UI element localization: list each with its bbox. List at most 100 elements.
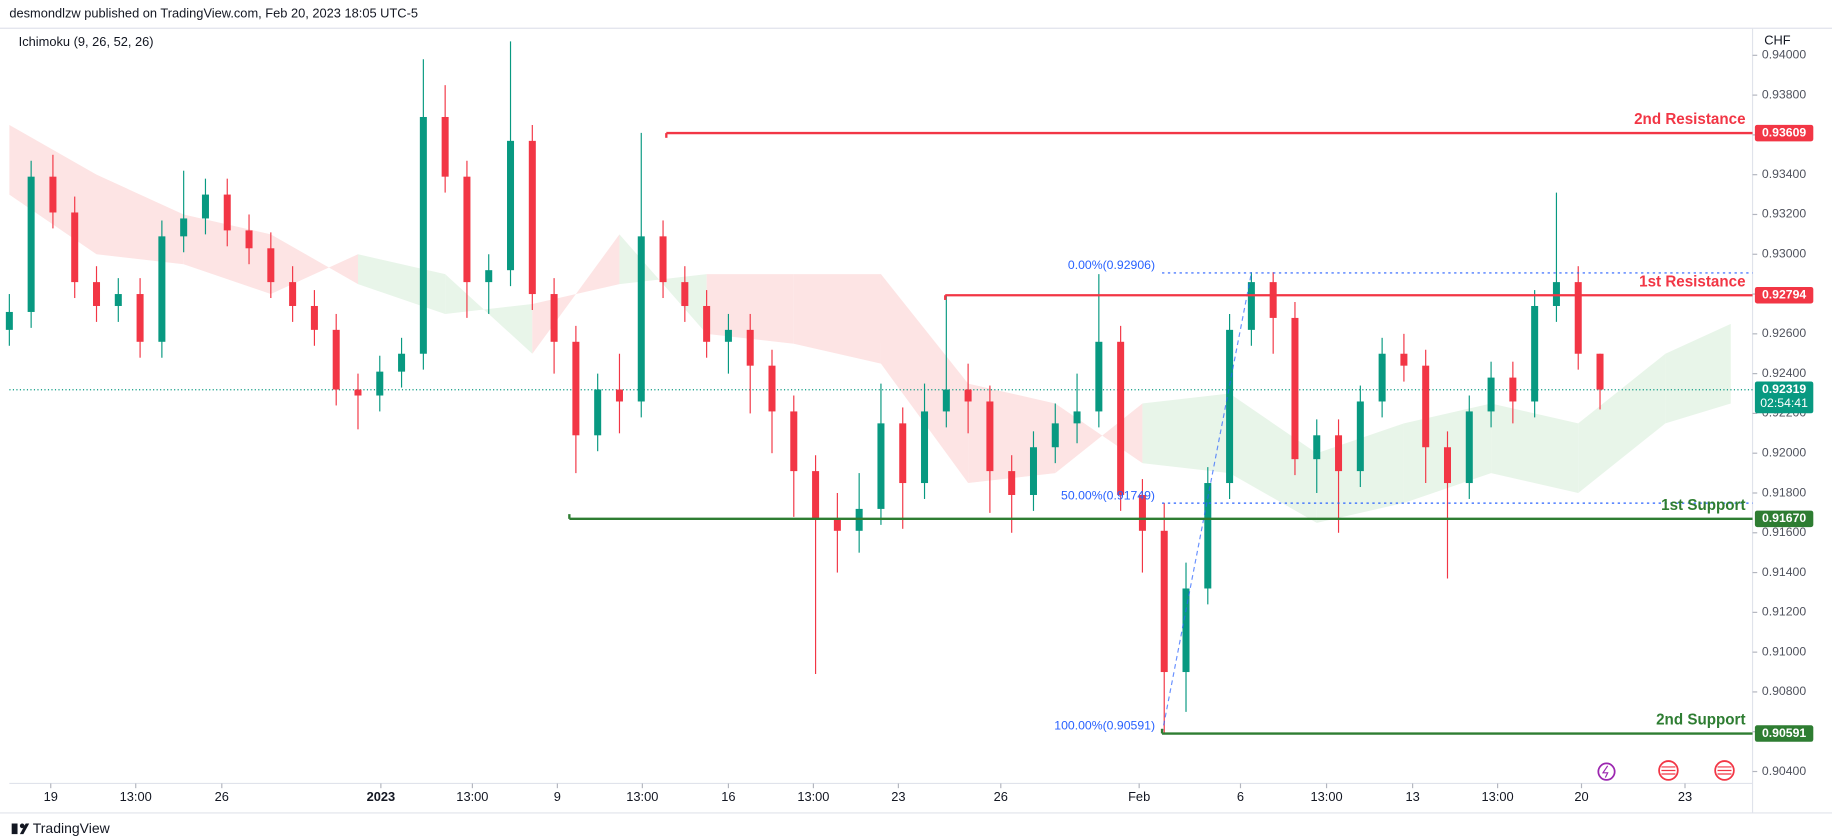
candle-body (310, 305, 318, 330)
candle-body (659, 236, 667, 283)
x-tick-label: 6 (1237, 789, 1244, 804)
x-tick-label: 13 (1405, 789, 1419, 804)
footer: TradingView (33, 820, 111, 836)
y-tick-label: 0.91200 (1762, 605, 1806, 619)
event-icons (1597, 760, 1735, 781)
level-name: 2nd Resistance (1634, 111, 1745, 128)
candle-body (267, 248, 275, 283)
x-tick-label: 23 (1678, 789, 1692, 804)
plot: 0.904000.906000.908000.910000.912000.914… (5, 41, 1814, 804)
x-tick-label: Feb (1128, 789, 1150, 804)
candle-body (1204, 483, 1212, 589)
level-name: 1st Support (1661, 497, 1745, 514)
candle-body (419, 116, 427, 354)
candle-body (724, 329, 732, 342)
ichimoku-cloud (1491, 403, 1579, 493)
candle-body (1531, 305, 1539, 402)
y-tick-label: 0.91600 (1762, 525, 1806, 539)
fib-label: 50.00%(0.91749) (1061, 488, 1155, 502)
fib-label: 0.00%(0.92906) (1068, 258, 1155, 272)
y-tick-label: 0.90800 (1762, 684, 1806, 698)
candle-body (245, 230, 253, 249)
candle-body (1291, 317, 1299, 460)
candle-body (746, 329, 754, 366)
candle-body (49, 176, 57, 213)
candle-body (1160, 530, 1168, 673)
candle-body (93, 282, 101, 306)
y-tick-label: 0.94000 (1762, 48, 1806, 62)
ichimoku-cloud (880, 274, 969, 484)
x-tick-label: 13:00 (626, 789, 658, 804)
level-price: 0.91670 (1762, 511, 1806, 525)
candle-body (964, 389, 972, 402)
x-tick-label: 13:00 (456, 789, 488, 804)
x-tick-label: 20 (1574, 789, 1588, 804)
candle-body (180, 218, 188, 237)
candle-body (1008, 471, 1016, 495)
candle-body (833, 518, 841, 531)
level-price: 0.90591 (1762, 726, 1806, 740)
ichimoku-cloud (1142, 393, 1230, 474)
candle-body (1509, 377, 1517, 402)
candle-body (942, 389, 950, 412)
candle-body (550, 294, 558, 342)
candle-body (899, 423, 907, 484)
x-tick-label: 13:00 (120, 789, 152, 804)
y-tick-label: 0.91800 (1762, 485, 1806, 499)
y-tick-label: 0.91400 (1762, 565, 1806, 579)
countdown: 02:54:41 (1760, 396, 1808, 410)
candle-body (5, 311, 13, 330)
candle-body (136, 294, 144, 342)
candle-body (398, 353, 406, 372)
last-price: 0.92319 (1762, 382, 1806, 396)
candle-body (1051, 423, 1059, 448)
level-price: 0.92794 (1762, 287, 1806, 301)
candle-body (1378, 353, 1386, 402)
x-tick-label: 9 (554, 789, 561, 804)
candle-body (1422, 365, 1430, 448)
candle-body (1073, 411, 1081, 424)
candle-body (71, 212, 79, 283)
candle-body (1465, 411, 1473, 484)
fib-trend (1161, 272, 1252, 734)
x-tick-label: 2023 (367, 789, 396, 804)
footer-logo (11, 823, 30, 835)
level-price-box (1754, 725, 1814, 742)
candle-body (354, 389, 362, 396)
candle-body (1400, 353, 1408, 366)
candle-body (1029, 447, 1037, 495)
candle-body (594, 389, 602, 436)
currency: CHF (1764, 33, 1791, 48)
candle-body (768, 365, 776, 412)
candle-body (921, 411, 929, 484)
x-tick-label: 16 (721, 789, 735, 804)
y-tick-label: 0.90400 (1762, 764, 1806, 778)
candle-body (615, 389, 623, 402)
candle-body (1138, 494, 1146, 531)
level-price-box (1754, 124, 1814, 142)
level-name: 1st Resistance (1639, 273, 1745, 290)
candle-body (1095, 341, 1103, 412)
y-tick-label: 0.93200 (1762, 207, 1806, 221)
ichimoku-cloud (1578, 353, 1666, 493)
level-price: 0.93609 (1762, 125, 1806, 139)
candle-body (485, 270, 493, 283)
candle-body (528, 140, 536, 295)
fib-label: 100.00%(0.90591) (1054, 719, 1155, 733)
candle-body (376, 371, 384, 396)
candle-body (986, 401, 994, 472)
y-tick-label: 0.91000 (1762, 644, 1806, 658)
y-tick-label: 0.92600 (1762, 326, 1806, 340)
candle-body (1552, 282, 1560, 306)
y-tick-label: 0.92400 (1762, 366, 1806, 380)
x-tick-label: 13:00 (1310, 789, 1342, 804)
candle-body (877, 423, 885, 509)
candle-body (27, 176, 35, 312)
x-tick-label: 23 (891, 789, 905, 804)
candle-body (332, 329, 340, 390)
x-tick-label: 26 (215, 789, 229, 804)
candle-body (1335, 435, 1343, 472)
candle-body (1574, 282, 1582, 354)
ichimoku-cloud (793, 274, 881, 364)
